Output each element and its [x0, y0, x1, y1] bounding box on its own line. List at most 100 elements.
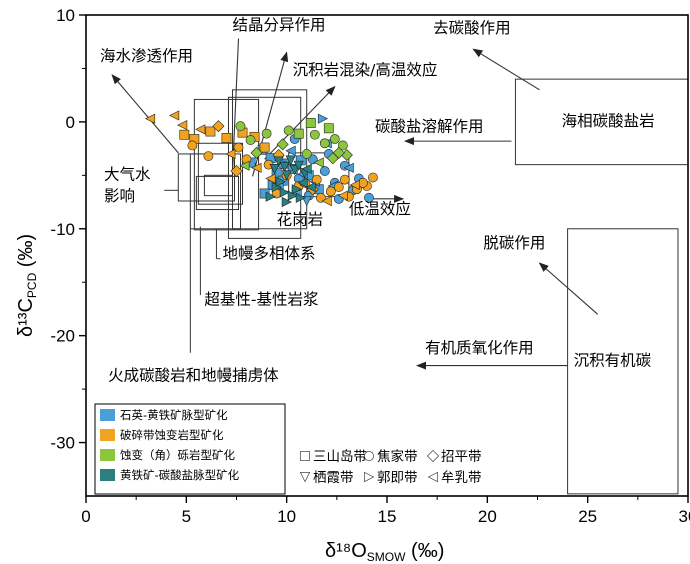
data-point-s3-14 [291, 184, 302, 195]
annotation-2: 海水渗透作用 [100, 47, 193, 65]
data-point-s1-19 [325, 186, 336, 197]
data-point-s2-1 [245, 135, 256, 145]
data-point-s1-37 [230, 165, 243, 178]
data-point-s2-7 [301, 149, 312, 159]
legend-swatch-3 [100, 469, 115, 481]
arrow-2 [111, 74, 179, 154]
field-box-3 [195, 175, 240, 211]
data-point-s1-33 [321, 195, 332, 207]
annotation-9: 低温效应 [349, 199, 411, 218]
data-point-s2-8 [283, 125, 294, 136]
data-point-s0-25 [285, 145, 296, 156]
legend-label-1: 破碎带蚀变岩型矿化 [120, 428, 224, 442]
y-ticks: 10 0 -10 -20 -30 [50, 6, 86, 453]
legend-label-3: 黄铁矿-碳酸盐脉型矿化 [120, 468, 240, 482]
field-box-7 [231, 89, 308, 230]
annotation-8: 火成碳酸岩和地幔捕虏体 [108, 367, 279, 385]
legend-swatch-2 [100, 449, 115, 461]
data-point-s3-4 [281, 170, 292, 181]
legend-belt-symbol-5 [427, 471, 438, 483]
data-point-s3-16 [297, 177, 308, 188]
field-box-2 [197, 142, 244, 205]
data-point-s2-0 [235, 121, 246, 132]
data-point-s1-26 [144, 113, 156, 124]
data-point-s3-0 [273, 156, 284, 167]
data-point-s2-17 [239, 160, 250, 171]
data-point-s0-24 [364, 192, 374, 203]
data-point-s1-13 [311, 174, 322, 185]
data-point-s0-15 [319, 166, 330, 176]
data-point-s1-14 [333, 182, 344, 192]
y-tick-label-3: -20 [50, 327, 75, 346]
legend-belt-label-1: 焦家带 [377, 448, 418, 465]
annotation-11: 碳酸盐溶解作用 [375, 118, 484, 136]
annotation-10: 去碳酸作用 [433, 19, 511, 37]
data-point-s3-9 [279, 187, 290, 198]
data-point-s3-12 [265, 191, 276, 202]
y-tick-label-4: -30 [50, 434, 75, 453]
legend-belt-symbol-3 [299, 472, 311, 483]
field-box-1 [189, 153, 242, 230]
data-point-s1-8 [203, 151, 214, 161]
data-point-s1-29 [225, 148, 236, 160]
legend-belt-label-2: 招平带 [441, 449, 482, 465]
y-tick-label-1: 0 [66, 113, 75, 132]
field-box-10 [567, 228, 679, 495]
annotation-15: 沉积有机碳 [574, 352, 652, 370]
legend-belt-label-0: 三山岛带 [313, 449, 367, 465]
legend-belt-symbol-1 [364, 451, 374, 461]
legend: 石英-黄铁矿脉型矿化破碎带蚀变岩型矿化蚀变（角）砾岩型矿化黄铁矿-碳酸盐脉型矿化… [94, 403, 482, 495]
data-point-s3-1 [279, 161, 290, 173]
data-point-s1-27 [177, 120, 188, 131]
data-point-s1-36 [212, 120, 225, 133]
points-layer [144, 110, 378, 208]
data-point-s3-6 [269, 164, 280, 175]
legend-belt-label-4: 郭即带 [377, 469, 418, 486]
data-point-s2-14 [323, 123, 334, 134]
data-point-s2-9 [250, 146, 263, 159]
y-axis-title: δ¹³CPCD (‰) [15, 234, 39, 337]
data-point-s2-3 [309, 129, 320, 140]
data-point-s1-9 [233, 142, 244, 153]
arrow-1 [264, 85, 336, 160]
legend-belt-symbol-0 [300, 451, 310, 461]
data-point-s0-32 [317, 113, 329, 124]
annotation-4: 影响 [104, 187, 135, 205]
data-point-s1-3 [221, 133, 232, 143]
data-point-s3-11 [295, 192, 306, 203]
data-point-s3-13 [281, 196, 292, 208]
data-point-s2-16 [293, 128, 304, 139]
annotation-6: 地幔多相体系 [222, 245, 315, 263]
data-point-s1-6 [259, 142, 270, 153]
x-axis-label: δ¹⁸O [325, 540, 367, 562]
data-point-s2-4 [319, 138, 330, 149]
x-tick-label-2: 10 [277, 507, 296, 526]
svg-text:δ¹⁸OSMOW (‰): δ¹⁸OSMOW (‰) [325, 540, 444, 564]
data-point-s1-20 [315, 192, 326, 203]
data-point-s1-31 [265, 173, 276, 184]
data-point-s1-34 [337, 190, 348, 201]
data-point-s1-25 [169, 110, 180, 121]
legend-belt-label-3: 栖霞带 [313, 470, 354, 486]
data-point-s3-5 [293, 160, 304, 171]
annotation-12: 海相碳酸盐岩 [562, 112, 655, 130]
data-point-s1-23 [339, 174, 350, 185]
data-point-s2-2 [261, 128, 272, 139]
data-point-s0-29 [343, 162, 354, 173]
y-tick-label-2: -10 [50, 220, 75, 239]
x-ticks: 0 5 10 15 20 25 30 [81, 496, 690, 526]
data-point-s1-28 [195, 124, 206, 135]
y-axis-sub: PCD [25, 272, 39, 298]
x-tick-label-3: 15 [378, 507, 397, 526]
annotation-13: 脱碳作用 [483, 234, 545, 252]
y-tick-label-0: 10 [56, 6, 75, 25]
data-point-s2-13 [332, 146, 345, 159]
annotation-14: 有机质氧化作用 [425, 339, 534, 357]
annotation-5: 花岗岩 [277, 211, 324, 229]
legend-belt-label-5: 牟乳带 [441, 470, 482, 486]
legend-belt-symbol-4 [364, 471, 375, 483]
annotation-1: 沉积岩混染/高温效应 [293, 60, 438, 79]
